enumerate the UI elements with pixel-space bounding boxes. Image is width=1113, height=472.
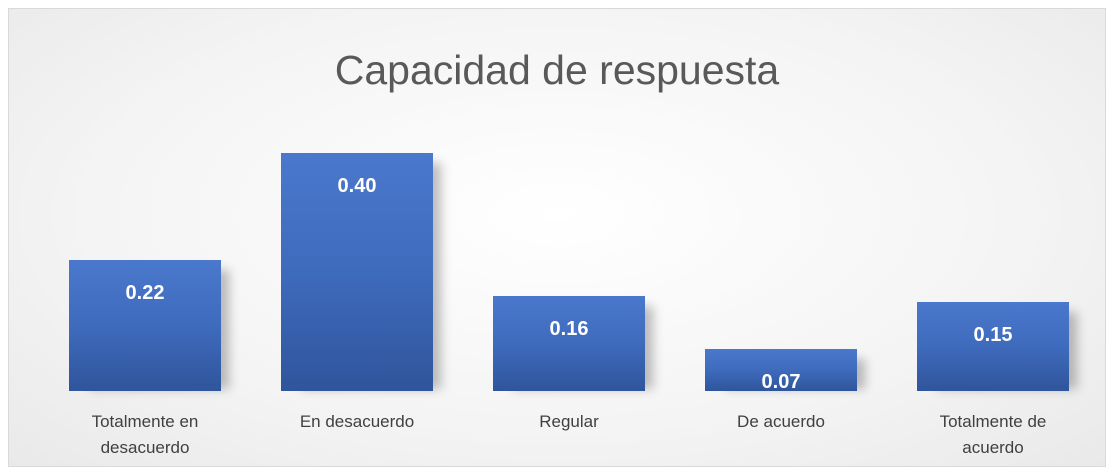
x-tick-label: Totalmente en desacuerdo [91,412,199,457]
data-label: 0.40 [337,175,377,197]
chart: Capacidad de respuesta 0.22 Totalmente en… [8,8,1106,467]
chart-title: Capacidad de respuesta [334,47,780,93]
data-label: 0.16 [549,317,589,340]
data-label: 0.07 [761,371,801,394]
bar [493,295,645,391]
data-label: 0.15 [973,323,1013,346]
x-tick-label: Totalmente de acuerdo [939,412,1047,457]
bar [917,301,1069,391]
x-tick-label: De acuerdo [737,412,825,431]
data-label: 0.22 [125,282,165,305]
x-tick-label: En desacuerdo [299,412,415,431]
x-tick-label: Regular [539,412,599,431]
bar [69,260,221,391]
bar [705,349,857,391]
bar [281,153,433,391]
